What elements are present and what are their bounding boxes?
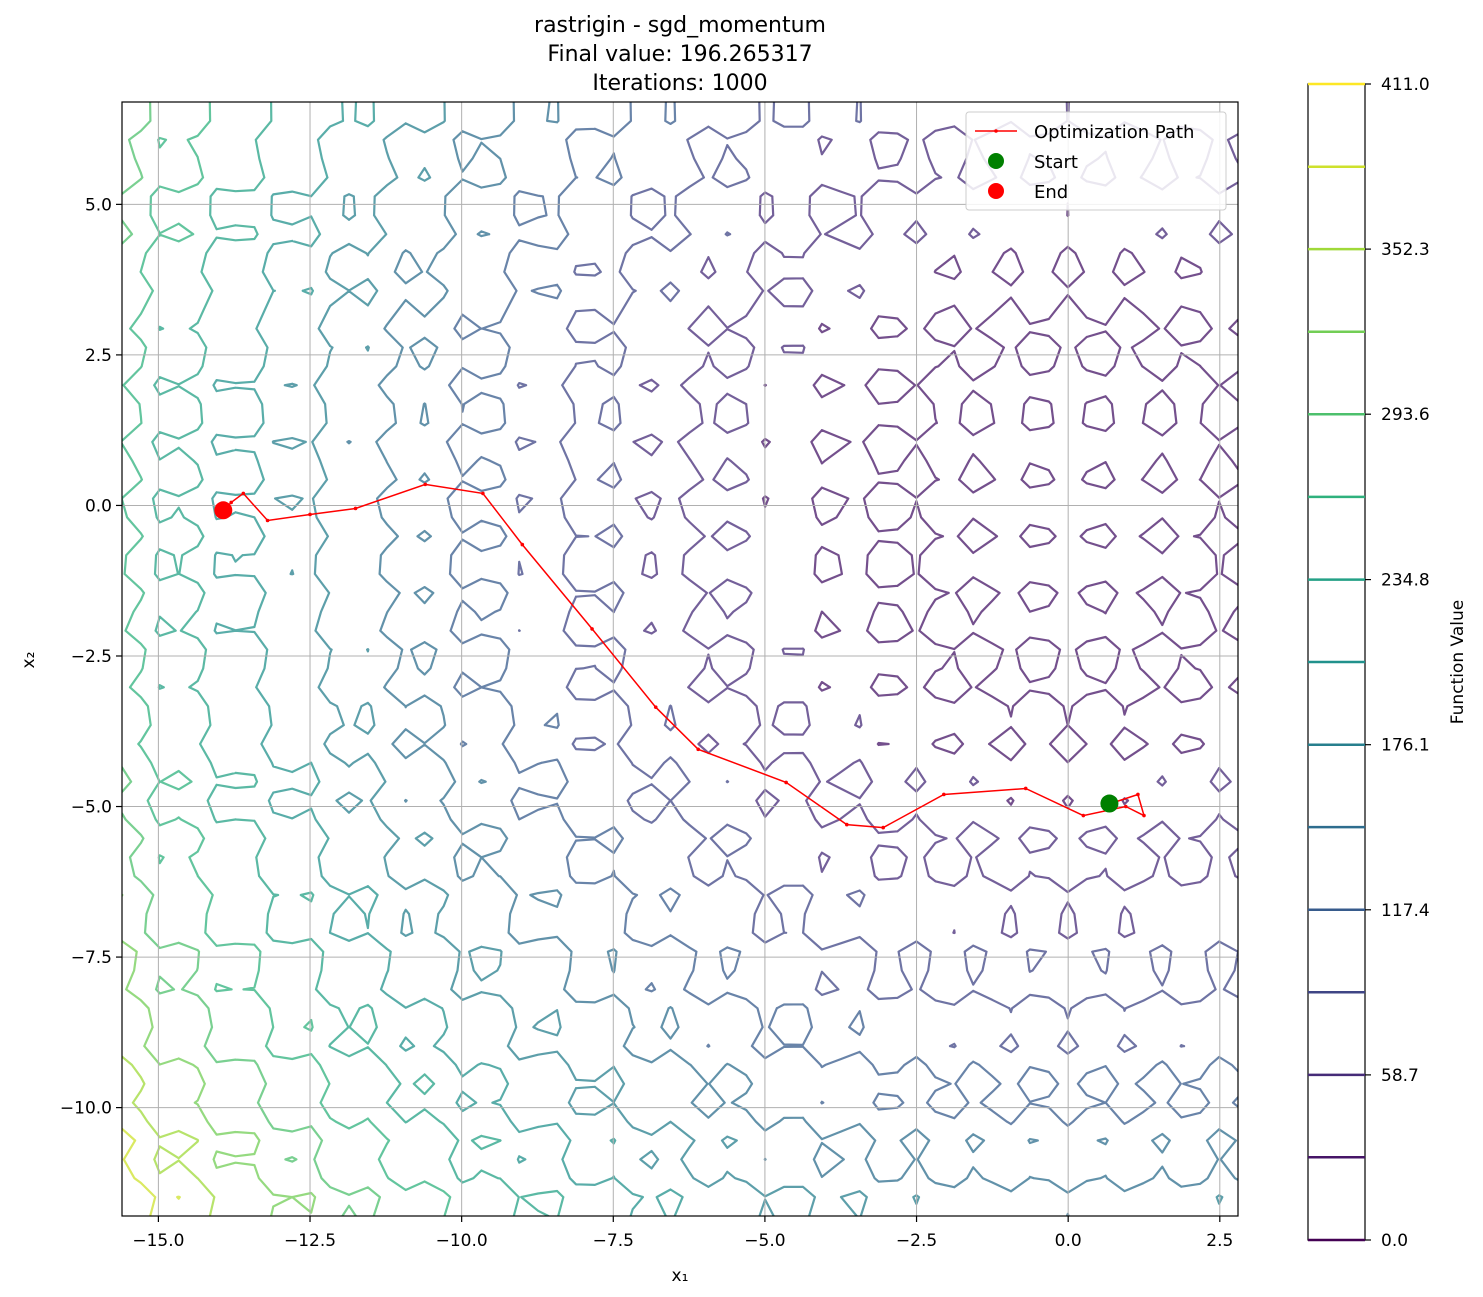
y-tick-label: 2.5 <box>85 346 112 366</box>
path-point <box>1136 792 1140 797</box>
contour-level-3 <box>514 102 1238 1055</box>
x-tick-label: −5.0 <box>744 1231 785 1251</box>
contour-level-7 <box>210 102 684 1216</box>
colorbar-tick-label: 117.4 <box>1381 901 1430 921</box>
path-point <box>423 482 428 487</box>
path-point <box>844 822 849 827</box>
start-marker <box>1100 794 1119 813</box>
y-tick-label: −7.5 <box>71 948 112 968</box>
y-tick-label: −10.0 <box>60 1099 112 1119</box>
path-point <box>1123 804 1128 809</box>
y-tick-label: 5.0 <box>85 195 112 215</box>
path-point <box>481 491 485 496</box>
plot-area <box>122 102 1238 1216</box>
path-point <box>1081 813 1086 818</box>
path-point <box>353 506 358 511</box>
contour-level-9 <box>122 102 452 1216</box>
plot-frame <box>121 101 1239 1217</box>
colorbar-tick-label: 411.0 <box>1381 75 1430 95</box>
optimization-path-layer <box>220 482 1146 830</box>
colorbar-tick-label: 176.1 <box>1381 736 1430 756</box>
colorbar-tick-label: 58.7 <box>1381 1066 1419 1086</box>
x-tick-label: −15.0 <box>132 1231 184 1251</box>
contour-level-1 <box>761 202 1238 809</box>
path-point <box>229 500 233 505</box>
contour-lines <box>122 102 1238 1216</box>
contour-level-4 <box>445 102 1238 1127</box>
legend-end-swatch <box>988 183 1004 199</box>
x-tick-label: 0.0 <box>1055 1231 1082 1251</box>
contour-level-13 <box>122 1127 181 1216</box>
x-axis-ticks: −15.0 −12.5 −10.0 −7.5 −5.0 −2.5 0.0 2.5 <box>132 1216 1233 1251</box>
y-tick-label: −5.0 <box>71 798 112 818</box>
colorbar-tick-label: 234.8 <box>1381 571 1430 591</box>
title-line-3: Iterations: 1000 <box>592 71 767 96</box>
path-point <box>265 518 270 523</box>
contour-level-11 <box>122 893 317 1216</box>
title-line-2: Final value: 196.265317 <box>547 42 812 67</box>
colorbar-ticks: 0.0 58.7 117.4 176.1 234.8 293.6 352.3 411.0 <box>1365 75 1430 1251</box>
path-point <box>1142 813 1146 818</box>
colorbar-levels <box>1308 82 1365 1242</box>
path-point <box>241 491 246 496</box>
colorbar-tick-label: 293.6 <box>1381 405 1430 425</box>
x-axis-label: x₁ <box>672 1266 689 1286</box>
end-marker <box>214 501 233 520</box>
legend-label-start: Start <box>1034 152 1078 173</box>
legend-path-marker <box>994 129 998 133</box>
y-axis-ticks: 5.0 2.5 0.0 −2.5 −5.0 −7.5 −10.0 <box>60 195 122 1119</box>
contour-level-6 <box>271 102 1224 1216</box>
legend-label-path: Optimization Path <box>1034 122 1194 143</box>
colorbar: 0.0 58.7 117.4 176.1 234.8 293.6 352.3 411.0 Fu… <box>1307 75 1468 1251</box>
start-end-markers <box>214 501 1119 813</box>
colorbar-tick-label: 352.3 <box>1381 240 1430 260</box>
path-point <box>520 542 525 547</box>
title-line-1: rastrigin - sgd_momentum <box>534 13 826 38</box>
legend-label-end: End <box>1034 182 1068 203</box>
legend: Optimization Path Start End <box>965 111 1227 211</box>
grid-lines <box>122 102 1238 1216</box>
path-point <box>653 705 658 709</box>
path-point <box>696 747 700 752</box>
path-point <box>308 512 312 517</box>
x-tick-label: −12.5 <box>284 1231 336 1251</box>
colorbar-tick-label: 0.0 <box>1381 1231 1408 1251</box>
x-tick-label: 2.5 <box>1206 1231 1233 1251</box>
y-tick-label: −2.5 <box>71 647 112 667</box>
x-tick-label: −7.5 <box>593 1231 634 1251</box>
path-point <box>1023 786 1028 791</box>
colorbar-label: Function Value <box>1448 600 1468 724</box>
x-tick-label: −2.5 <box>896 1231 937 1251</box>
path-point <box>942 792 946 797</box>
y-tick-label: 0.0 <box>85 496 112 516</box>
y-axis-label: x₂ <box>19 652 39 669</box>
path-point <box>784 780 788 785</box>
contour-level-10 <box>122 102 381 1216</box>
x-tick-label: −10.0 <box>436 1231 488 1251</box>
contour-level-5 <box>346 102 1238 1216</box>
path-point <box>881 825 885 830</box>
path-point <box>590 627 594 631</box>
legend-start-swatch <box>988 153 1004 169</box>
